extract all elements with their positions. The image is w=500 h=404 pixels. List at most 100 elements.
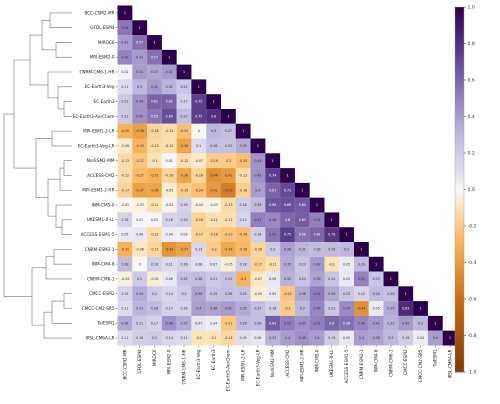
colorbar-segment bbox=[455, 280, 464, 285]
cell-value-label: 0.35 bbox=[240, 307, 247, 311]
colorbar-segment bbox=[455, 149, 464, 154]
heatmap-cell bbox=[206, 301, 222, 316]
cell-value-label: 0.25 bbox=[225, 277, 232, 281]
cell-value-label: 0.27 bbox=[180, 114, 187, 118]
heatmap-cell bbox=[368, 315, 384, 331]
heatmap-cell bbox=[176, 330, 192, 346]
heatmap-cell bbox=[161, 182, 177, 198]
cell-value-label: 0.09 bbox=[240, 336, 247, 340]
y-label-bcc-csm2-mr: BCC-CSM2-MR bbox=[84, 10, 114, 15]
cell-value-label: 0.75 bbox=[195, 100, 202, 104]
cell-value-label: 0.49 bbox=[358, 321, 365, 325]
colorbar-segment bbox=[455, 22, 464, 26]
heatmap-cell bbox=[132, 301, 148, 316]
colorbar-segment bbox=[455, 40, 464, 44]
cell-value-label: 1 bbox=[139, 26, 141, 30]
heatmap-cell bbox=[191, 241, 207, 257]
cell-value-label: 0.29 bbox=[254, 203, 261, 207]
heatmap-cell bbox=[235, 153, 251, 169]
colorbar-segment bbox=[455, 259, 464, 263]
heatmap-cell bbox=[265, 271, 281, 287]
cell-value-label: 0.29 bbox=[358, 262, 365, 266]
heatmap-cell bbox=[206, 108, 222, 124]
cell-value-label: 0.49 bbox=[121, 55, 128, 59]
colorbar-segment bbox=[455, 52, 464, 57]
colorbar-segment bbox=[455, 137, 464, 142]
colorbar-segment bbox=[455, 350, 464, 355]
cell-value-label: 0.74 bbox=[269, 174, 276, 178]
heatmap-cell bbox=[324, 315, 340, 331]
heatmap-cell bbox=[147, 212, 162, 228]
heatmap-cell bbox=[206, 330, 222, 346]
heatmap-cell bbox=[206, 197, 222, 213]
colorbar-segment bbox=[455, 238, 464, 242]
heatmap-cell bbox=[294, 271, 310, 287]
cell-value-label: 0.24 bbox=[328, 277, 335, 281]
heatmap-cell bbox=[161, 256, 177, 272]
cell-value-label: 0.14 bbox=[166, 336, 173, 340]
colorbar-segment bbox=[455, 171, 464, 175]
heatmap-cell bbox=[235, 315, 251, 331]
heatmap-cell bbox=[117, 153, 133, 169]
cell-value-label: 0.41 bbox=[136, 70, 143, 74]
heatmap-cell bbox=[147, 49, 162, 65]
cell-value-label: 1 bbox=[168, 55, 170, 59]
heatmap-cell bbox=[191, 153, 207, 169]
heatmap-cell bbox=[280, 212, 295, 228]
cell-value-label: -0.16 bbox=[150, 129, 158, 133]
heatmap-cell bbox=[353, 256, 369, 272]
cell-value-label: 0.26 bbox=[387, 292, 394, 296]
cell-value-label: 0.51 bbox=[358, 277, 365, 281]
cell-value-label: -0.53 bbox=[224, 188, 232, 192]
colorbar-segment bbox=[455, 216, 464, 221]
heatmap-cell bbox=[294, 301, 310, 316]
heatmap-cell bbox=[161, 315, 177, 331]
heatmap-cell bbox=[176, 182, 192, 198]
cell-value-label: 0.15 bbox=[121, 292, 128, 296]
cell-value-label: 0.05 bbox=[343, 336, 350, 340]
x-label-ukesm1-0-ll: UKESM1-0-LL bbox=[329, 349, 334, 377]
cell-value-label: -0.37 bbox=[136, 188, 144, 192]
cell-value-label: 0.35 bbox=[180, 321, 187, 325]
colorbar-segment bbox=[455, 61, 464, 66]
colorbar-segment bbox=[455, 292, 464, 297]
colorbar-segment bbox=[455, 344, 464, 349]
x-label-inm-cm4-8: INM-CM4-8 bbox=[374, 349, 379, 372]
cell-value-label: -0.21 bbox=[224, 321, 232, 325]
dendrogram-link bbox=[43, 311, 72, 339]
cell-value-label: -0.05 bbox=[165, 188, 173, 192]
heatmap-cell bbox=[191, 182, 207, 198]
cell-value-label: 0.1 bbox=[196, 144, 201, 148]
heatmap-cell bbox=[132, 123, 148, 139]
colorbar-segment bbox=[455, 289, 464, 294]
heatmap-cell bbox=[191, 286, 207, 302]
colorbar-segment bbox=[455, 323, 464, 327]
heatmap-cell bbox=[161, 94, 177, 110]
cell-value-label: -0.3 bbox=[240, 277, 246, 281]
colorbar-segment bbox=[455, 116, 464, 120]
dendrogram-link bbox=[47, 178, 60, 217]
dendrogram-link bbox=[55, 42, 72, 58]
heatmap-cell bbox=[220, 227, 236, 243]
heatmap-cell bbox=[324, 241, 340, 257]
heatmap-cell bbox=[235, 197, 251, 213]
cell-value-label: -0.34 bbox=[224, 247, 232, 251]
heatmap-cell bbox=[147, 286, 162, 302]
colorbar-segment bbox=[455, 168, 464, 172]
heatmap-cell bbox=[280, 330, 295, 346]
colorbar-segment bbox=[455, 31, 464, 35]
y-label-cnrm-cm6-1: CNRM-CM6-1 bbox=[87, 276, 115, 281]
colorbar-segment bbox=[455, 326, 464, 330]
dendrogram-link bbox=[47, 71, 72, 99]
y-label-inm-cm5-0: INM-CM5-0 bbox=[92, 202, 115, 207]
colorbar-segment bbox=[455, 113, 464, 117]
colorbar-segment bbox=[455, 162, 464, 166]
cell-value-label: 1 bbox=[198, 85, 200, 89]
colorbar-segment bbox=[455, 180, 464, 184]
cell-value-label: -0.27 bbox=[136, 174, 144, 178]
colorbar-tick-label: 0.4 bbox=[468, 114, 475, 120]
dendrogram-link bbox=[49, 12, 72, 28]
heatmap-cell bbox=[265, 286, 281, 302]
cell-value-label: 0.06 bbox=[166, 277, 173, 281]
cell-value-label: -0.16 bbox=[254, 247, 262, 251]
